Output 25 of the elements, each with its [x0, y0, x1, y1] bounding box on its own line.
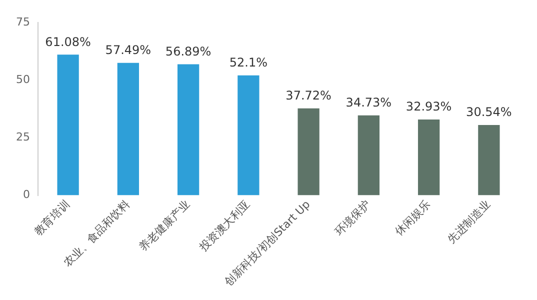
data-label: 30.54% — [466, 105, 512, 120]
bar — [358, 115, 380, 196]
x-tick-label: 休闲娱乐 — [392, 198, 433, 238]
data-label: 52.1% — [229, 55, 268, 70]
x-tick-label: 先进制造业 — [444, 198, 494, 246]
bar — [238, 75, 260, 196]
x-tick-label: 环境保护 — [332, 198, 373, 238]
y-tick-label: 25 — [16, 130, 30, 144]
data-label: 61.08% — [45, 34, 91, 49]
data-label: 57.49% — [105, 43, 152, 58]
bar — [177, 64, 200, 196]
x-tick-label: 教育培训 — [32, 198, 72, 238]
data-label: 56.89% — [165, 44, 212, 58]
data-label: 32.93% — [406, 100, 452, 114]
bar — [298, 108, 320, 196]
data-label: 37.72% — [286, 88, 332, 103]
y-tick-label: 50 — [16, 73, 30, 86]
bar — [117, 62, 140, 196]
y-tick-label: 0 — [22, 188, 30, 202]
bar — [57, 54, 79, 196]
bar — [418, 119, 440, 196]
data-label: 34.73% — [346, 95, 392, 110]
y-tick-label: 75 — [16, 15, 30, 28]
x-tick-label: 养老健康产业 — [136, 198, 192, 254]
bar — [478, 124, 500, 196]
